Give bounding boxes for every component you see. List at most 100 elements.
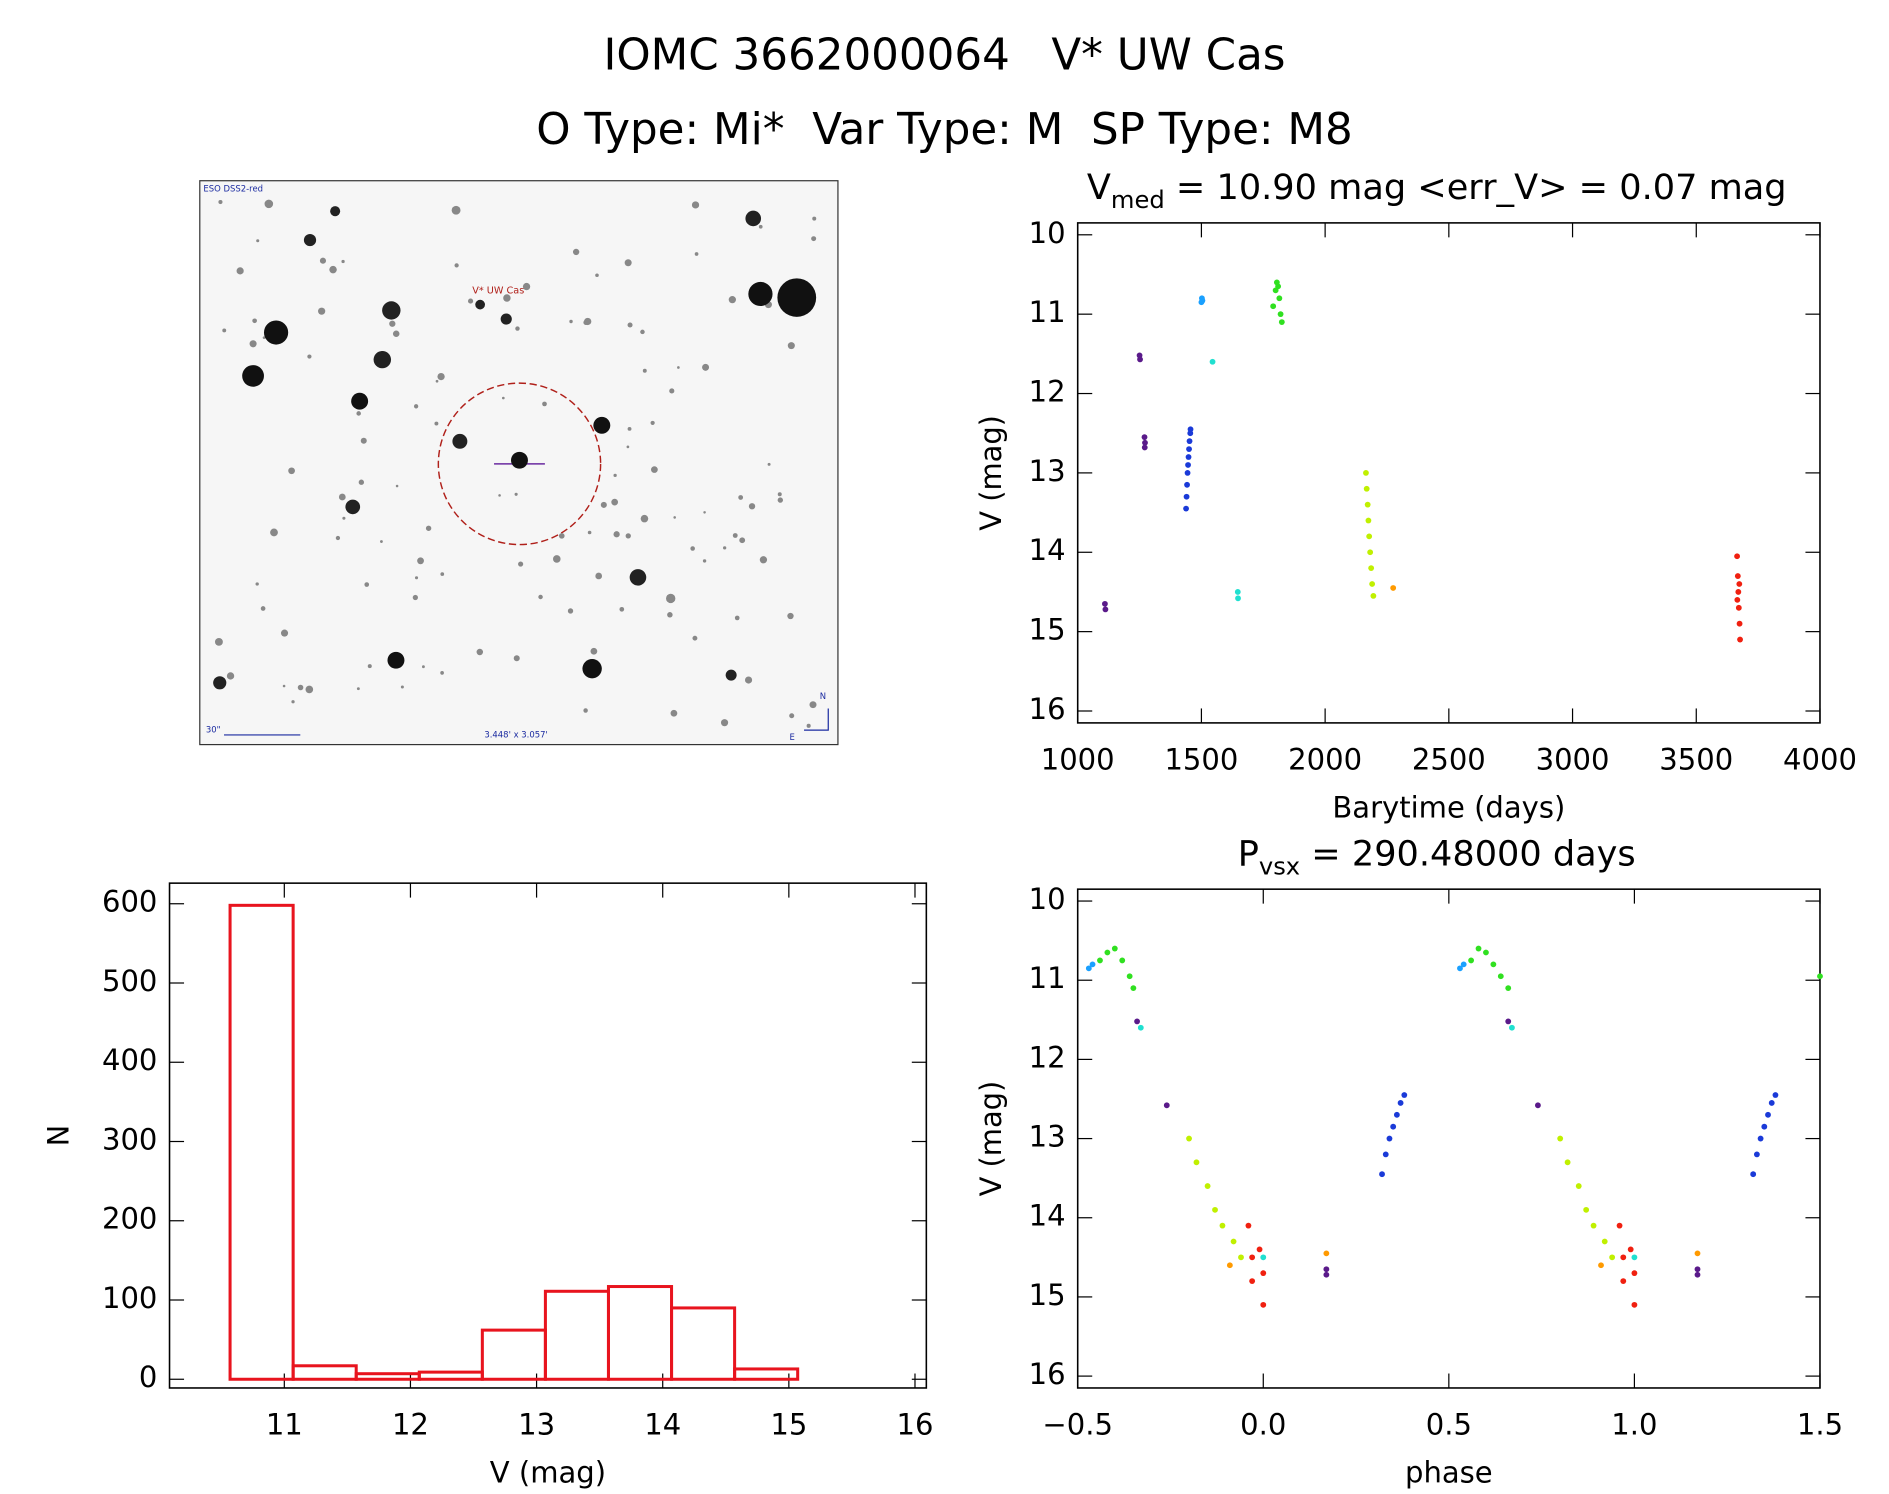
data-point — [1736, 581, 1743, 587]
star — [387, 651, 405, 669]
x-tick-label: 2500 — [1412, 743, 1486, 777]
star — [567, 608, 574, 614]
star — [651, 466, 658, 473]
star — [777, 497, 784, 503]
x-tick-label: 14 — [644, 1408, 681, 1442]
star — [748, 503, 756, 510]
data-point — [1183, 493, 1190, 500]
star — [703, 511, 706, 514]
survey-label: ESO DSS2-red — [203, 184, 263, 194]
data-point — [1187, 426, 1194, 433]
data-point — [1364, 501, 1371, 508]
data-point — [1598, 1262, 1604, 1269]
y-tick-label: 14 — [1029, 533, 1066, 567]
x-tick-label: 4000 — [1783, 743, 1857, 777]
star — [667, 612, 673, 618]
data-point — [1497, 973, 1504, 980]
data-point — [1401, 1092, 1408, 1098]
star — [515, 326, 520, 331]
star — [263, 320, 289, 345]
star — [242, 365, 264, 387]
data-point — [1104, 949, 1111, 956]
star — [329, 265, 337, 274]
data-point — [1369, 581, 1376, 587]
data-point — [1141, 434, 1148, 441]
data-point — [1126, 973, 1133, 980]
star — [303, 234, 317, 247]
data-point — [1535, 1102, 1541, 1109]
x-tick-label: 16 — [897, 1408, 934, 1442]
data-point — [1249, 1254, 1256, 1261]
star — [590, 647, 598, 655]
star — [345, 499, 361, 515]
star — [702, 363, 710, 371]
star — [777, 278, 817, 317]
star — [758, 224, 763, 229]
data-point — [1365, 517, 1372, 524]
data-point — [1694, 1250, 1701, 1257]
title-subscript: vsx — [1259, 853, 1300, 881]
data-point — [1199, 297, 1206, 304]
y-tick-label: 10 — [1029, 882, 1066, 916]
data-point — [1323, 1271, 1330, 1278]
star — [587, 530, 592, 535]
data-point — [1737, 636, 1743, 643]
y-tick-label: 15 — [1029, 1278, 1066, 1312]
data-point — [1390, 585, 1397, 591]
star — [811, 236, 817, 242]
star — [626, 445, 630, 449]
star — [732, 533, 738, 538]
data-point — [1601, 1238, 1608, 1245]
x-tick-label: 1000 — [1041, 743, 1115, 777]
title-subscript: med — [1111, 186, 1165, 214]
star — [748, 281, 773, 307]
star — [260, 606, 266, 611]
data-point — [1382, 1151, 1389, 1158]
data-point — [1509, 1024, 1515, 1031]
title-rest: = 290.48000 days — [1300, 833, 1636, 874]
data-point — [1260, 1301, 1267, 1308]
star — [270, 528, 278, 537]
data-point — [1163, 1102, 1170, 1109]
data-point — [1219, 1222, 1226, 1229]
data-point — [1735, 589, 1742, 595]
y-tick-label: 400 — [102, 1043, 157, 1077]
data-point — [1238, 1254, 1244, 1261]
star — [522, 282, 531, 291]
star — [691, 201, 700, 209]
star — [670, 709, 678, 717]
star — [305, 685, 314, 694]
data-point — [1193, 1159, 1200, 1166]
star — [767, 462, 771, 466]
star — [569, 319, 573, 324]
y-tick-label: 15 — [1029, 613, 1066, 647]
star — [720, 719, 729, 727]
x-tick-label: −0.5 — [1042, 1408, 1113, 1442]
star — [558, 533, 565, 539]
data-point — [1111, 945, 1118, 952]
x-tick-label: 15 — [770, 1408, 807, 1442]
star — [677, 366, 680, 369]
histogram-bar — [354, 1372, 421, 1381]
data-point — [1757, 1135, 1764, 1142]
x-tick-label: 1.0 — [1611, 1408, 1657, 1442]
star — [777, 492, 782, 497]
star — [307, 354, 312, 359]
y-tick-label: 300 — [102, 1123, 157, 1157]
data-point — [1204, 1183, 1211, 1189]
star — [514, 492, 518, 496]
data-point — [1184, 481, 1190, 488]
data-point — [1234, 589, 1241, 595]
star — [702, 559, 707, 563]
data-point — [1736, 620, 1743, 627]
data-point — [1631, 1270, 1638, 1277]
data-point — [1186, 446, 1192, 452]
histogram-bar — [543, 1289, 610, 1381]
star — [692, 635, 698, 641]
data-point — [1185, 462, 1191, 468]
north-label: N — [820, 691, 826, 701]
data-point — [1102, 600, 1108, 607]
x-tick-label: 3000 — [1536, 743, 1610, 777]
histogram-bar — [733, 1367, 800, 1381]
